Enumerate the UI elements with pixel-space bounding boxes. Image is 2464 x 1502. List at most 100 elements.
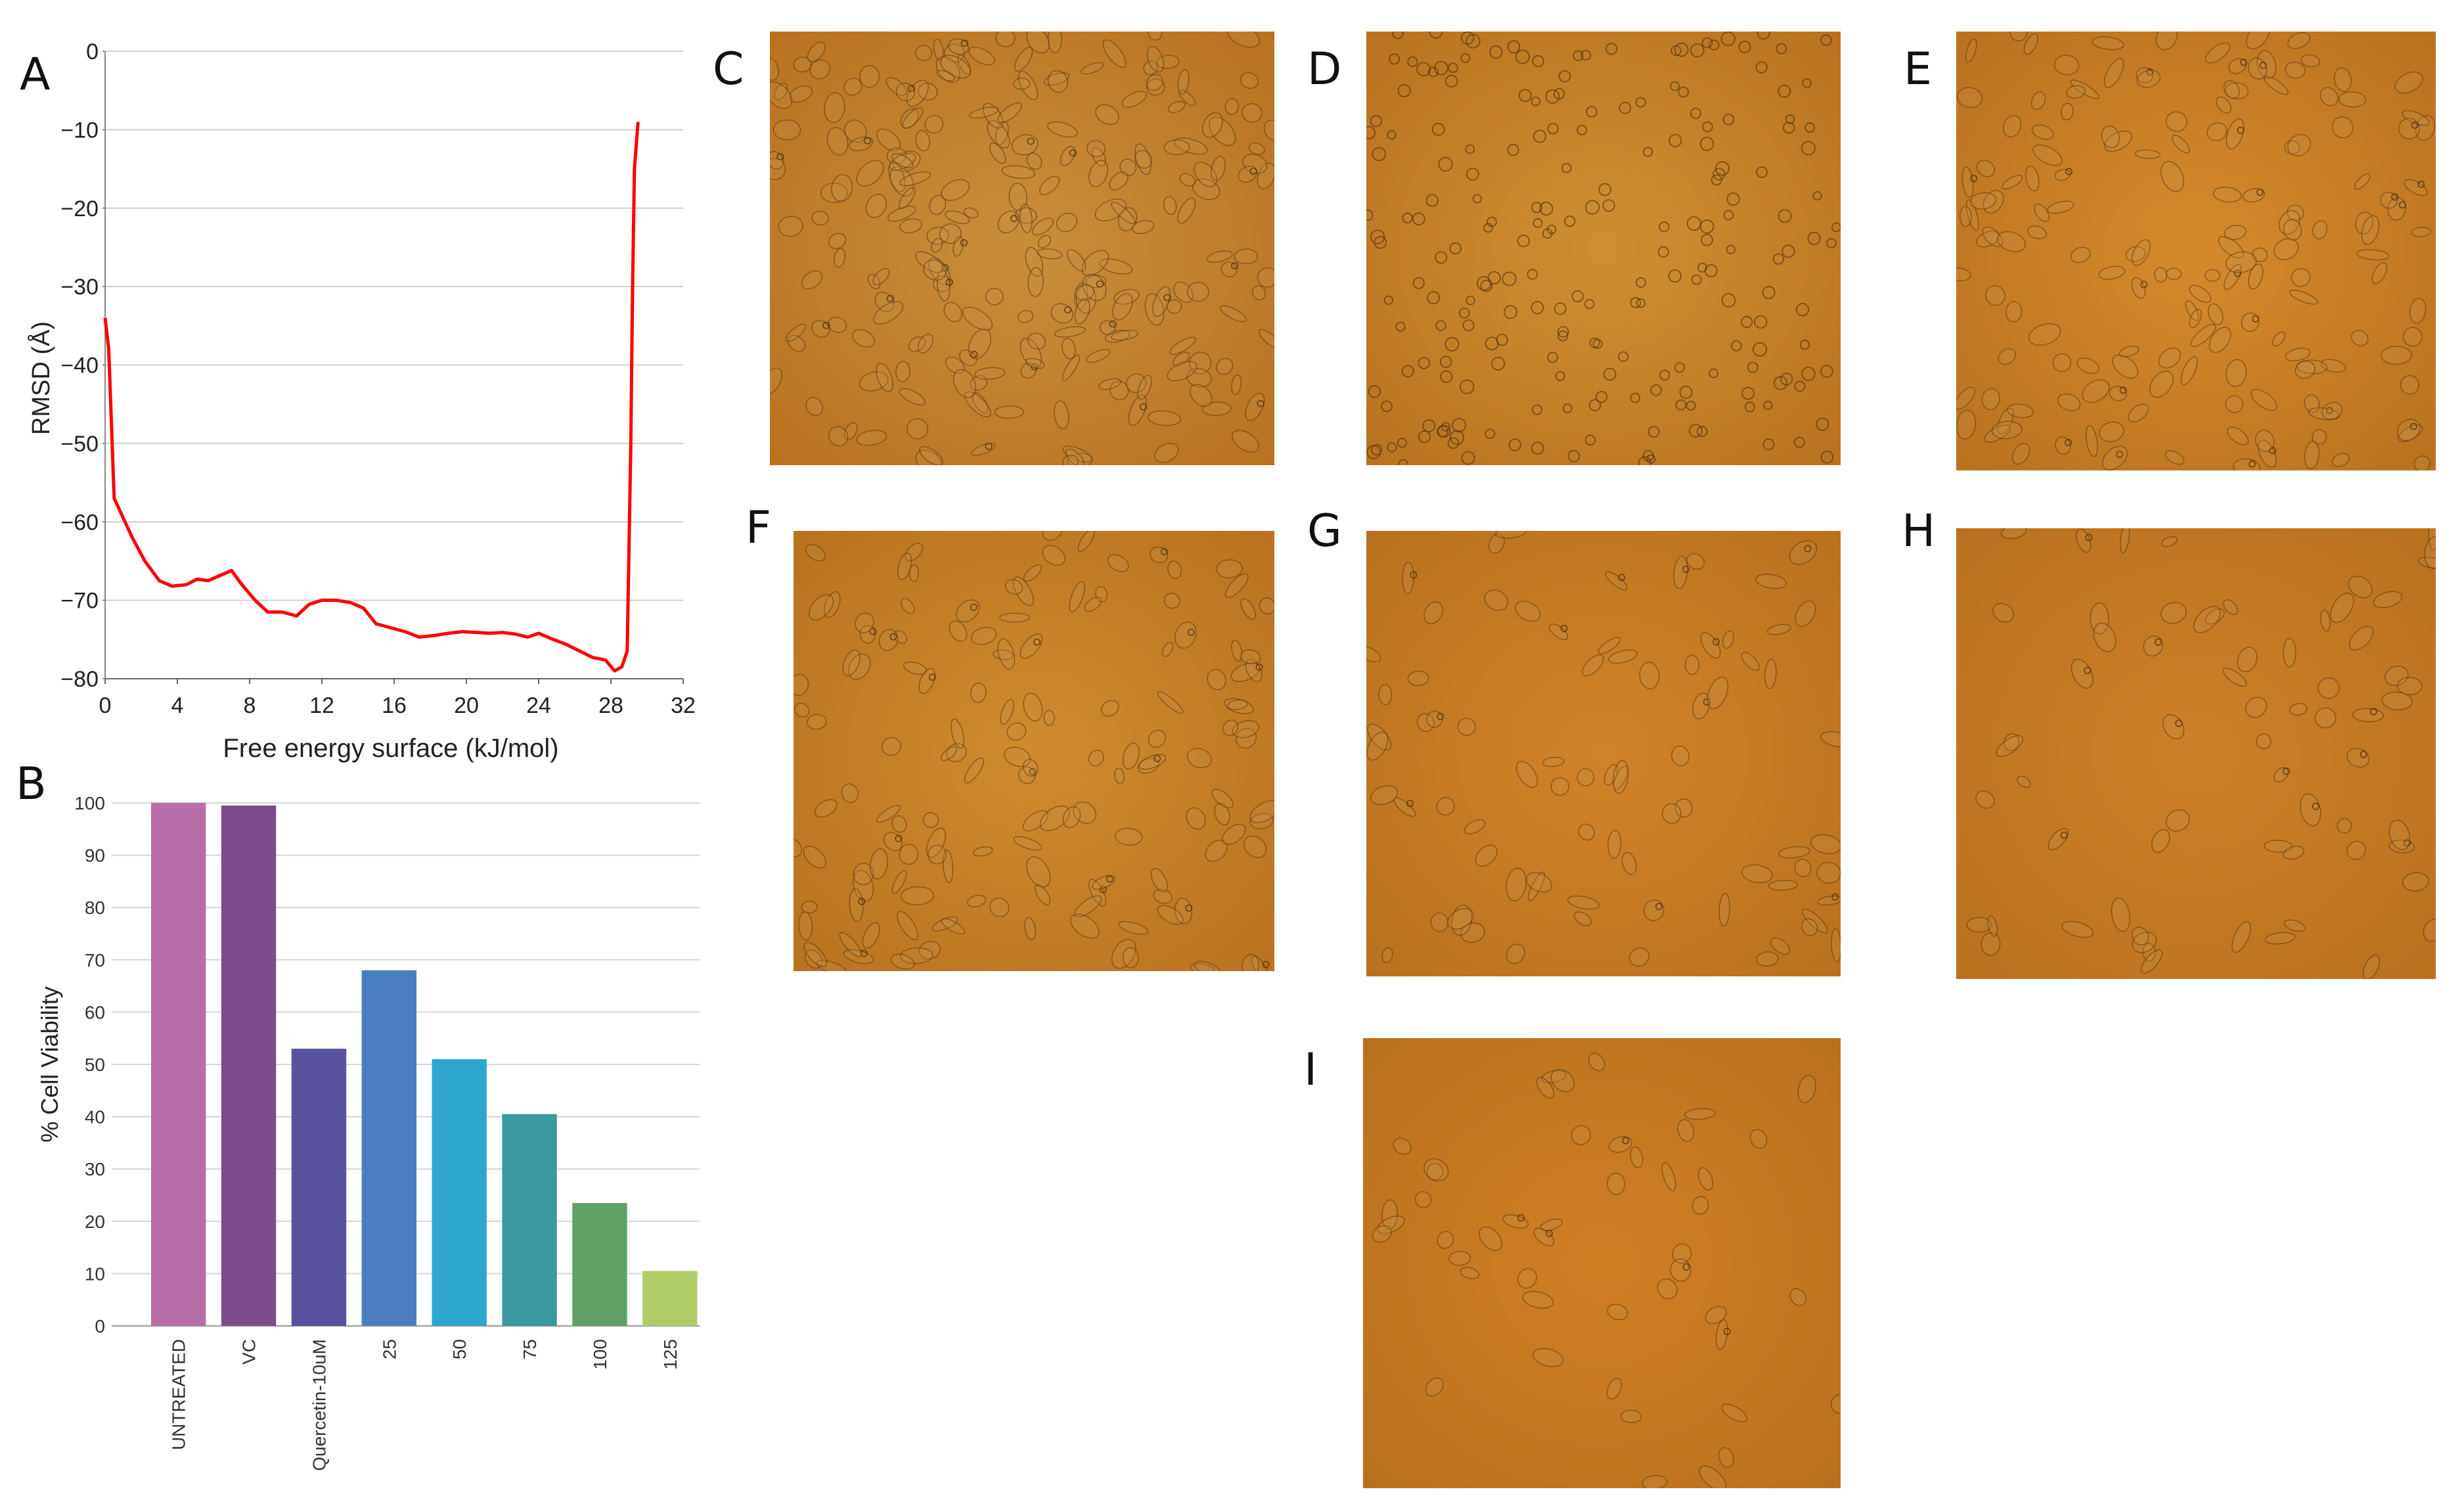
cell	[1754, 315, 1768, 329]
cell	[1249, 168, 1257, 175]
cell	[805, 397, 824, 417]
cell	[1571, 1125, 1591, 1145]
cell	[1723, 210, 1734, 221]
cell	[1778, 846, 1810, 859]
cell	[1112, 293, 1133, 321]
cell	[1026, 152, 1042, 170]
cell	[1636, 277, 1646, 288]
cell	[1240, 72, 1259, 89]
cell	[2086, 424, 2098, 457]
cell	[1240, 598, 1256, 620]
cell	[997, 102, 1022, 124]
y-tick-label: −40	[60, 353, 99, 378]
cell	[2143, 635, 2163, 657]
cell	[2057, 393, 2081, 411]
cell	[1475, 844, 1498, 867]
cell	[2402, 872, 2429, 892]
cell	[1580, 50, 1592, 61]
x-tick-label: 24	[526, 693, 551, 718]
cell	[1393, 1137, 1412, 1155]
cell	[889, 166, 914, 197]
cell	[1050, 303, 1073, 324]
cell	[1069, 149, 1077, 156]
cell	[1062, 806, 1081, 829]
cell	[2190, 324, 2216, 347]
cell	[1037, 235, 1052, 248]
cell	[1764, 658, 1777, 689]
cell	[1605, 43, 1618, 55]
cell	[885, 77, 907, 96]
series-line	[103, 122, 640, 673]
cell	[1006, 722, 1027, 741]
cell	[1458, 307, 1470, 319]
cell	[1245, 658, 1263, 683]
cell	[2223, 599, 2238, 616]
cell	[1674, 362, 1685, 373]
cell	[1477, 276, 1492, 291]
cell	[1119, 158, 1136, 176]
cell	[2226, 359, 2247, 387]
cell	[905, 543, 924, 562]
cell	[884, 832, 903, 852]
cell	[811, 320, 830, 338]
cell	[890, 953, 915, 970]
cell	[2274, 238, 2299, 260]
cell	[2225, 82, 2249, 100]
cell	[882, 737, 901, 756]
cell	[1778, 84, 1791, 98]
cell	[2216, 96, 2231, 114]
cell	[828, 426, 849, 447]
cell	[1026, 32, 1050, 54]
cell	[2166, 267, 2182, 280]
cell	[1367, 723, 1392, 751]
cell	[1428, 66, 1439, 78]
cell	[2048, 828, 2069, 850]
bar	[291, 1049, 347, 1326]
cell	[1122, 742, 1140, 770]
cell	[1114, 767, 1125, 785]
cell	[1820, 34, 1832, 46]
cell	[1190, 384, 1213, 407]
cell	[1655, 903, 1663, 911]
cell	[1101, 700, 1119, 717]
y-tick-label: −60	[60, 510, 99, 535]
cell	[2287, 32, 2310, 49]
cell	[1161, 548, 1168, 556]
cell	[989, 142, 1006, 164]
cell	[1381, 947, 1393, 963]
cell	[941, 179, 970, 201]
bar	[502, 1114, 557, 1326]
cell	[941, 746, 958, 762]
panel-label-d: D	[1307, 43, 1342, 95]
cell	[1598, 637, 1621, 654]
cell	[1423, 601, 1443, 624]
cell	[1177, 69, 1190, 95]
cell	[1026, 856, 1051, 888]
cell	[1227, 699, 1248, 710]
cell	[1533, 218, 1543, 228]
cell	[1730, 340, 1742, 352]
cell	[1671, 745, 1690, 767]
cell	[1642, 1474, 1668, 1488]
cell	[1214, 802, 1230, 826]
cell	[874, 292, 895, 312]
cell	[1031, 217, 1054, 236]
cell	[1150, 868, 1169, 893]
cell	[1789, 1288, 1806, 1306]
cell	[2413, 455, 2430, 470]
y-tick-label: 60	[85, 1002, 105, 1022]
y-tick-label: −70	[60, 589, 99, 614]
cell	[2189, 309, 2202, 329]
cell	[1033, 638, 1041, 646]
cell	[859, 65, 880, 88]
cell	[1074, 298, 1090, 325]
cell	[908, 336, 926, 352]
cell	[1085, 597, 1102, 612]
cell	[2025, 166, 2040, 192]
cell	[2318, 677, 2340, 699]
x-tick-label: 100	[590, 1339, 610, 1370]
cell	[2002, 175, 2023, 190]
panel-label-a: A	[20, 49, 51, 101]
cell	[1985, 285, 2005, 306]
cell	[1230, 262, 1239, 269]
